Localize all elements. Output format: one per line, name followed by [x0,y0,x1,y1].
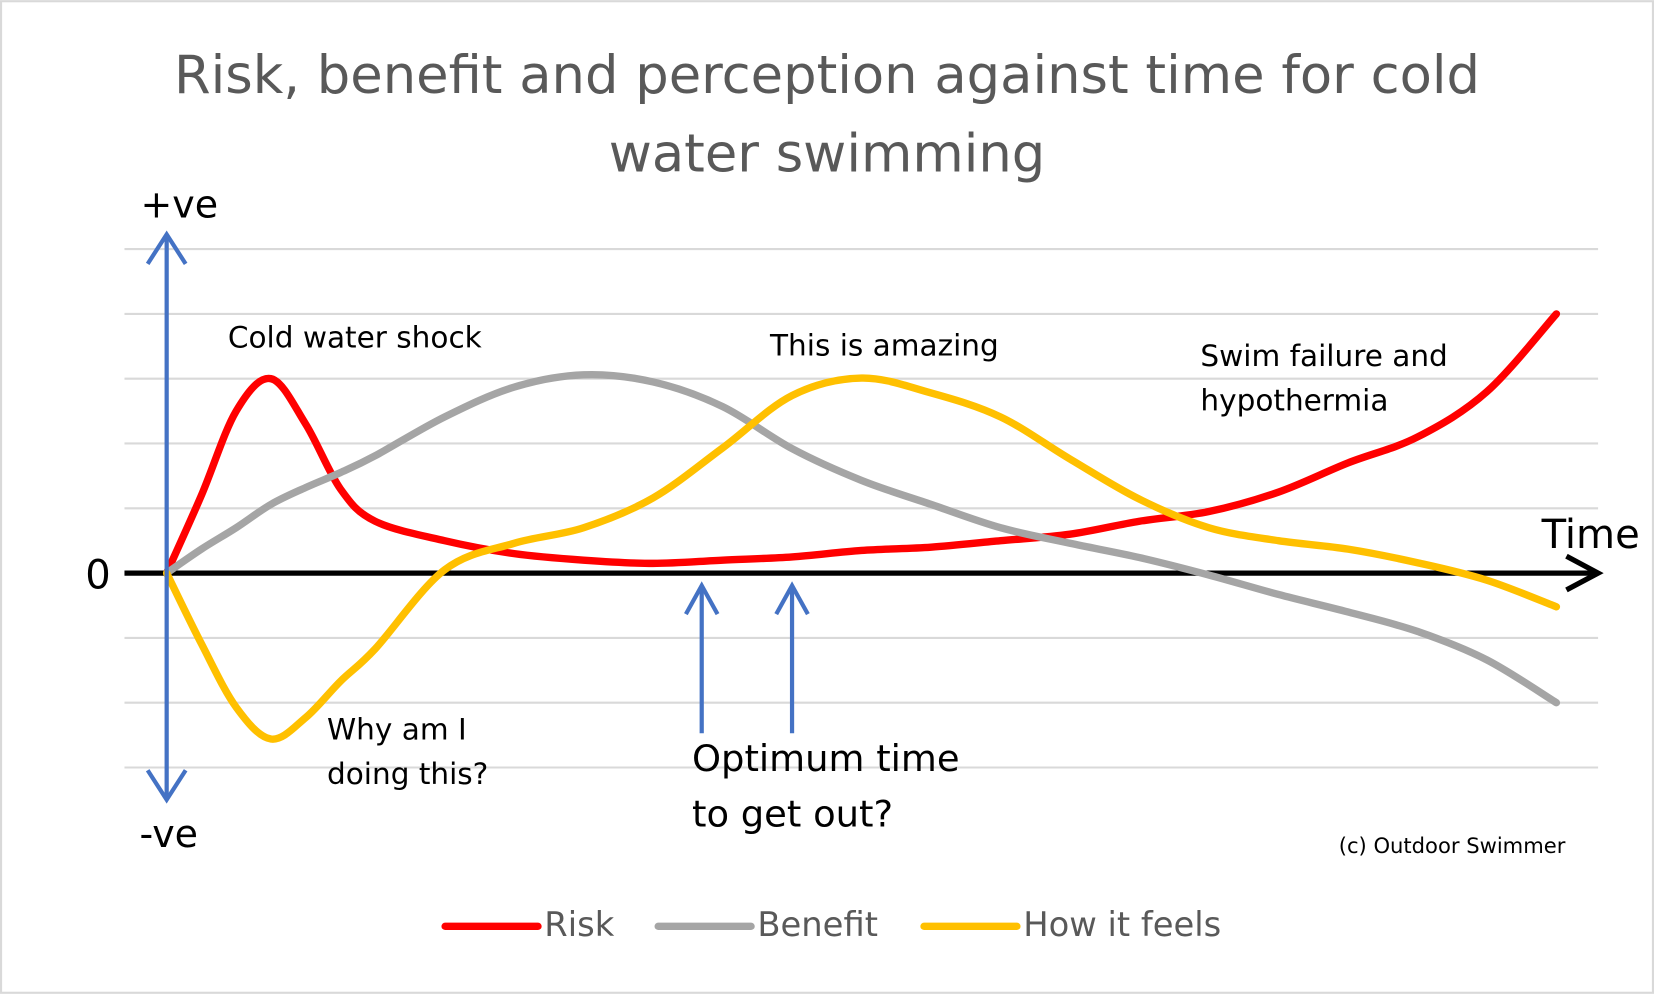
optimum-arrow-head [684,581,720,616]
legend-label: Risk [544,905,614,944]
y-axis-arrow-head [145,769,188,804]
annotation: This is amazing [769,329,999,363]
annotation: hypothermia [1200,384,1388,418]
credit: (c) Outdoor Swimmer [1339,833,1566,858]
annotation: Optimum time [692,737,960,780]
annotation: Why am I [327,713,467,747]
annotation: to get out? [692,793,893,836]
x-axis-arrow [1565,553,1604,593]
y-bottom-label: -ve [140,812,199,856]
chart-title: Risk, benefit and perception against tim… [174,45,1480,184]
optimum-arrow-head [774,581,810,616]
annotation: doing this? [327,757,488,791]
y-top-label: +ve [140,182,218,226]
series-line [162,374,1561,743]
series-line [162,370,1561,707]
legend-label: How it feels [1023,905,1221,944]
annotation: Cold water shock [228,320,482,354]
y-axis-arrow-head [145,230,188,266]
x-axis-label: Time [1541,512,1640,558]
annotation: Swim failure and [1200,339,1447,373]
series-line [162,310,1561,577]
y-tick-label: 0 [85,552,111,598]
legend-label: Benefit [757,905,878,944]
